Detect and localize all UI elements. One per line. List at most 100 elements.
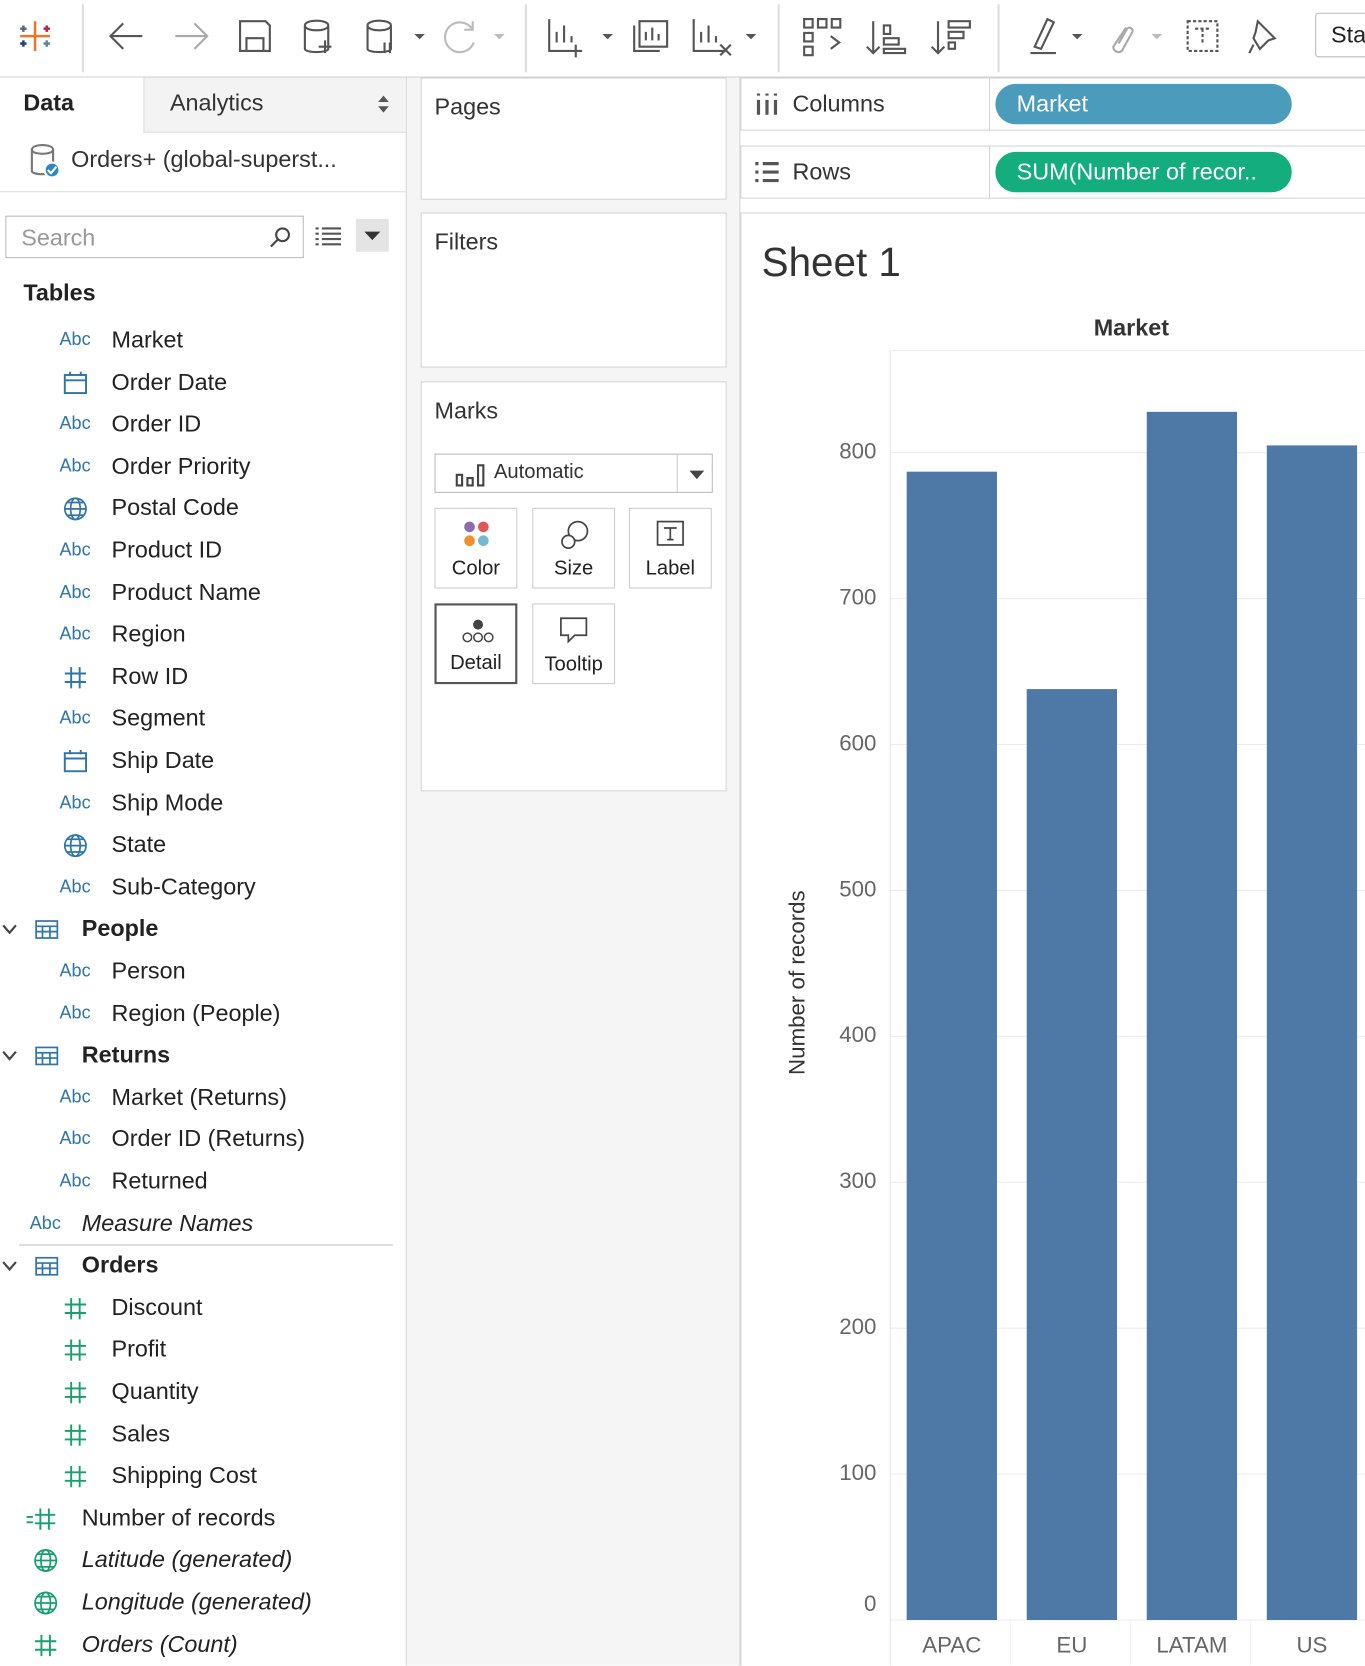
field-row[interactable]: Discount bbox=[0, 1292, 404, 1324]
bar-icon bbox=[455, 464, 485, 487]
rows-pill[interactable]: SUM(Number of recor.. bbox=[995, 151, 1292, 193]
datasource-name[interactable]: Orders+ (global-superst... bbox=[71, 145, 337, 173]
save-button[interactable] bbox=[239, 20, 271, 53]
x-tick-label: US bbox=[1296, 1632, 1327, 1657]
pane-divider bbox=[0, 191, 406, 193]
swap-rows-columns[interactable] bbox=[803, 18, 842, 57]
field-icon: Abc bbox=[59, 1128, 91, 1149]
y-tick-label: 700 bbox=[839, 585, 876, 610]
list-view-button[interactable] bbox=[314, 226, 342, 247]
field-row[interactable]: Returns bbox=[0, 1039, 404, 1071]
field-icon: Abc bbox=[59, 539, 91, 560]
field-row[interactable]: Abc Ship Mode bbox=[0, 787, 404, 819]
field-row[interactable]: Longitude (generated) bbox=[0, 1586, 404, 1618]
icon-graphic bbox=[64, 1466, 87, 1488]
label-label: Label bbox=[645, 557, 696, 581]
group-button[interactable] bbox=[1112, 26, 1134, 54]
field-row[interactable]: State bbox=[0, 829, 404, 861]
duplicate-sheet[interactable] bbox=[633, 20, 669, 53]
field-row[interactable]: People bbox=[0, 913, 404, 945]
field-row[interactable]: Abc Returned bbox=[0, 1165, 404, 1197]
analytics-tab-label: Analytics bbox=[169, 89, 264, 116]
mark-type-dropdown[interactable]: Automatic bbox=[434, 453, 713, 493]
new-datasource[interactable] bbox=[303, 19, 332, 54]
columns-pill[interactable]: Market bbox=[995, 83, 1292, 125]
field-row[interactable]: Abc Product ID bbox=[0, 534, 404, 566]
bar bbox=[906, 471, 997, 1621]
label-button[interactable]: Label bbox=[628, 507, 712, 589]
search-box[interactable]: Search bbox=[5, 215, 304, 259]
field-row[interactable]: Abc Market bbox=[0, 324, 404, 356]
dropdown-caret[interactable] bbox=[414, 33, 425, 40]
analytics-tab[interactable]: Analytics bbox=[143, 77, 406, 133]
field-row[interactable]: Abc Measure Names bbox=[0, 1207, 404, 1239]
clear-sheet[interactable] bbox=[692, 19, 732, 56]
tooltip-button[interactable]: Tooltip bbox=[532, 603, 616, 685]
field-row[interactable]: Number of records bbox=[0, 1502, 404, 1534]
field-row[interactable]: Orders (Count) bbox=[0, 1628, 404, 1660]
field-row[interactable]: Abc Region (People) bbox=[0, 997, 404, 1029]
pin-axes[interactable] bbox=[1248, 19, 1277, 54]
field-row[interactable]: Abc Segment bbox=[0, 703, 404, 735]
icon-graphic bbox=[63, 834, 87, 858]
field-row[interactable]: Ship Date bbox=[0, 745, 404, 777]
pause-updates[interactable] bbox=[366, 19, 392, 54]
field-row[interactable]: Abc Market (Returns) bbox=[0, 1081, 404, 1113]
field-row[interactable]: Abc Product Name bbox=[0, 576, 404, 608]
sort-descending[interactable] bbox=[930, 20, 971, 55]
field-label: Orders bbox=[81, 1251, 159, 1279]
dropdown-caret[interactable] bbox=[745, 33, 757, 40]
data-tab[interactable]: Data bbox=[23, 89, 75, 116]
rows-label: Rows bbox=[792, 158, 851, 185]
field-row[interactable]: Shipping Cost bbox=[0, 1460, 404, 1492]
new-worksheet[interactable] bbox=[548, 19, 583, 58]
forward-button[interactable] bbox=[175, 22, 209, 50]
tab-arrows bbox=[378, 95, 389, 113]
field-row[interactable]: Latitude (generated) bbox=[0, 1544, 404, 1576]
y-tick-label: 500 bbox=[839, 876, 876, 901]
detail-button[interactable]: Detail bbox=[434, 603, 518, 685]
field-row[interactable]: Quantity bbox=[0, 1376, 404, 1408]
data-pane: Data Analytics Orders+ (global-superst..… bbox=[0, 77, 407, 1666]
field-row[interactable]: Abc Sub-Category bbox=[0, 871, 404, 903]
field-icon: Abc bbox=[59, 707, 91, 729]
pane-menu-button[interactable] bbox=[355, 218, 389, 252]
back-button[interactable] bbox=[108, 22, 143, 50]
field-row[interactable]: Orders bbox=[0, 1249, 404, 1281]
field-row[interactable]: Profit bbox=[0, 1334, 404, 1366]
field-icon: Abc bbox=[59, 413, 91, 434]
refresh-button[interactable] bbox=[443, 21, 475, 54]
field-row[interactable]: Abc Order ID (Returns) bbox=[0, 1123, 404, 1155]
field-row[interactable]: Postal Code bbox=[0, 492, 404, 524]
field-row[interactable]: Row ID bbox=[0, 661, 404, 693]
icon-graphic bbox=[35, 920, 59, 940]
size-button[interactable]: Size bbox=[532, 507, 616, 589]
field-row[interactable]: Abc Region bbox=[0, 618, 404, 650]
start-button[interactable]: Sta bbox=[1315, 12, 1365, 58]
field-label: Order Date bbox=[111, 368, 228, 395]
show-labels[interactable] bbox=[1186, 20, 1219, 53]
field-icon: Abc bbox=[59, 581, 91, 602]
field-row[interactable]: Abc Order ID bbox=[0, 408, 404, 440]
dropdown-caret[interactable] bbox=[1071, 33, 1083, 40]
highlight-button[interactable] bbox=[1030, 17, 1056, 55]
field-row[interactable]: Sales bbox=[0, 1418, 404, 1450]
field-label: Person bbox=[111, 957, 186, 984]
field-row[interactable]: Order Date bbox=[0, 366, 404, 398]
field-row[interactable]: Abc Person bbox=[0, 955, 404, 987]
detail-icon bbox=[462, 619, 494, 643]
bar bbox=[1266, 445, 1358, 1621]
tableau-logo bbox=[20, 21, 50, 51]
dropdown-caret[interactable] bbox=[602, 33, 613, 40]
sort-ascending[interactable] bbox=[866, 21, 907, 55]
icon-graphic bbox=[64, 1424, 87, 1446]
field-row[interactable]: Abc Order Priority bbox=[0, 450, 404, 482]
icon-graphic bbox=[35, 1257, 59, 1276]
dropdown-divider bbox=[676, 454, 678, 492]
color-button[interactable]: Color bbox=[434, 507, 518, 589]
icon-graphic bbox=[64, 666, 87, 689]
columns-label: Columns bbox=[792, 90, 885, 117]
icon-graphic bbox=[64, 1339, 87, 1362]
field-label: Orders (Count) bbox=[81, 1630, 238, 1657]
